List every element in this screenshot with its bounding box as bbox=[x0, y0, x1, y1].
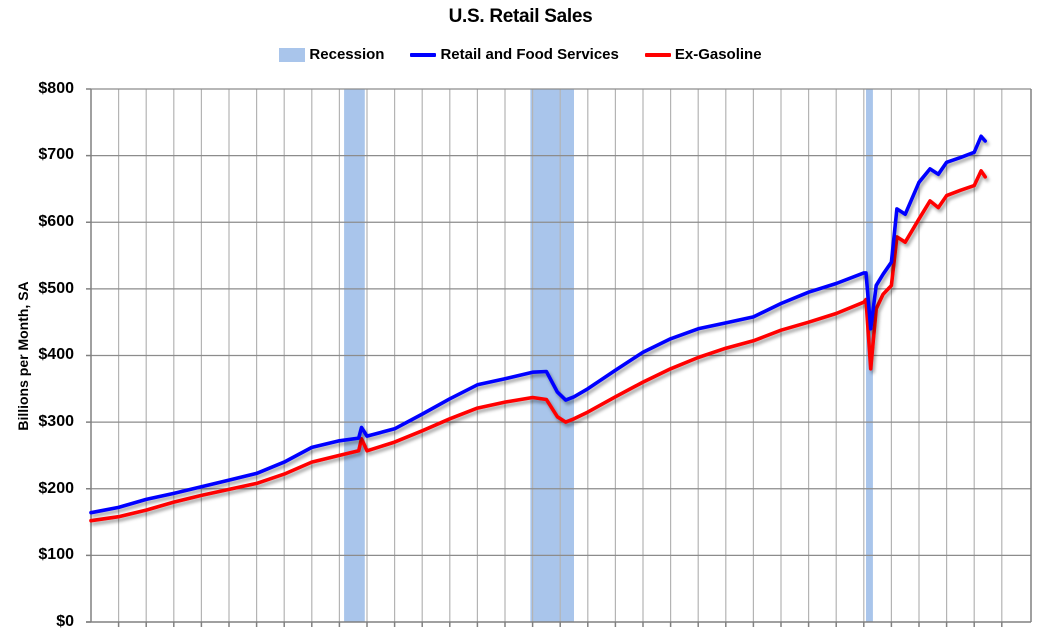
legend-label-ex-gasoline: Ex-Gasoline bbox=[674, 46, 762, 63]
y-tick-label: $600 bbox=[38, 213, 74, 230]
y-tick-label: $0 bbox=[56, 613, 74, 630]
y-tick-label: $800 bbox=[38, 80, 74, 97]
legend: Recession Retail and Food Services Ex-Ga… bbox=[0, 46, 1041, 63]
legend-item-retail: Retail and Food Services bbox=[410, 46, 619, 63]
legend-item-ex-gasoline: Ex-Gasoline bbox=[644, 46, 762, 63]
legend-label-recession: Recession bbox=[309, 46, 385, 63]
ex-gasoline-line-swatch-icon bbox=[644, 52, 671, 57]
y-tick-label: $200 bbox=[38, 480, 74, 497]
chart-title: U.S. Retail Sales bbox=[448, 6, 593, 27]
series-lines bbox=[89, 134, 988, 523]
recession-swatch-icon bbox=[279, 47, 306, 62]
legend-label-retail: Retail and Food Services bbox=[440, 46, 619, 63]
y-tick-label: $100 bbox=[38, 546, 74, 563]
y-tick-label: $700 bbox=[38, 146, 74, 163]
horizontal-gridlines bbox=[86, 88, 1031, 623]
axes bbox=[86, 89, 1032, 623]
y-tick-label: $500 bbox=[38, 280, 74, 297]
ex-gasoline-line bbox=[89, 169, 988, 523]
y-tick-label: $300 bbox=[38, 413, 74, 430]
y-tick-label: $400 bbox=[38, 346, 74, 363]
legend-item-recession: Recession bbox=[279, 46, 384, 63]
retail-food-services-line bbox=[89, 134, 988, 515]
retail-line-swatch-icon bbox=[410, 52, 437, 57]
